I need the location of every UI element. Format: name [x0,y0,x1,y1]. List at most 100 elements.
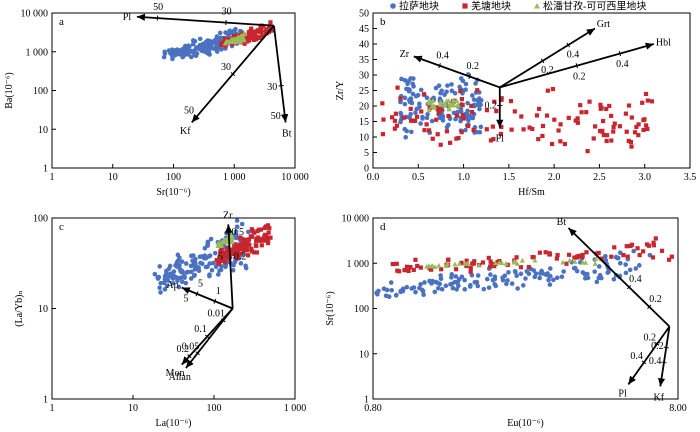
data-point-lhasa [478,102,483,108]
data-point-lhasa [433,279,439,285]
data-point-lhasa [481,286,487,292]
panel-label: a [59,16,64,28]
data-point-lhasa [450,285,456,291]
vector-tick [282,113,288,116]
data-point-qiangtang [409,118,414,123]
data-point-qiangtang [253,238,259,243]
data-point-qiangtang [492,99,497,104]
data-point-songpan [448,102,454,108]
data-point-qiangtang [221,250,226,255]
data-point-lhasa [176,284,182,290]
data-point-qiangtang [469,109,475,115]
data-point-lhasa [161,54,167,60]
data-point-qiangtang [484,127,489,132]
data-point-lhasa [198,260,203,266]
data-point-qiangtang [519,114,524,119]
data-point-lhasa [505,278,510,283]
data-point-qiangtang [518,265,524,270]
data-point-lhasa [152,271,158,277]
data-point-lhasa [231,28,237,34]
vector-tick [661,361,667,364]
data-point-lhasa [442,92,447,98]
data-point-qiangtang [459,130,464,135]
vector-label: Pl [496,134,505,145]
data-point-lhasa [471,97,477,102]
data-point-lhasa [205,243,211,248]
data-point-qiangtang [453,267,459,272]
y-axis-label: Ba(10⁻⁶) [4,72,15,109]
data-point-qiangtang [245,248,250,253]
data-point-songpan [455,102,461,107]
vector-label: Bt [282,128,292,139]
data-point-qiangtang [238,251,243,256]
legend-marker [390,3,396,9]
data-point-lhasa [596,264,602,269]
data-point-qiangtang [430,136,435,141]
data-point-qiangtang [245,253,251,258]
data-point-qiangtang [650,255,656,260]
data-point-qiangtang [653,236,658,241]
data-point-qiangtang [578,103,583,108]
data-point-qiangtang [418,265,424,270]
data-point-qiangtang [573,118,578,123]
data-point-qiangtang [547,252,552,257]
data-point-lhasa [176,51,182,57]
data-point-lhasa [226,32,231,38]
vector-scale-label: 0.05 [182,341,200,352]
data-point-lhasa [469,93,475,98]
data-point-qiangtang [576,253,581,258]
vector-scale-label: 0.2 [541,65,554,76]
x-tick-label: 0.80 [364,403,382,414]
data-point-qiangtang [258,25,263,30]
vector-scale-label: 0.2 [485,101,498,112]
data-point-qiangtang [566,115,571,120]
vector-scale-label: 50 [153,2,163,13]
data-point-songpan [503,260,509,266]
data-point-lhasa [475,283,481,289]
data-point-lhasa [437,281,443,287]
data-point-qiangtang [242,237,247,242]
data-point-lhasa [217,268,222,273]
data-point-lhasa [506,270,511,275]
data-point-lhasa [523,276,528,281]
y-tick-label: 10 000 [342,214,370,225]
data-point-qiangtang [549,141,555,147]
data-point-qiangtang [436,110,441,115]
data-point-qiangtang [634,124,639,130]
x-tick-label: 100 [207,403,222,414]
vector-tick [566,42,571,48]
data-point-lhasa [420,116,425,121]
data-point-lhasa [514,273,519,278]
data-point-qiangtang [490,124,495,129]
vector-arrowhead [496,119,504,128]
vector-arrowhead [136,13,146,21]
data-point-lhasa [402,77,408,83]
data-point-lhasa [178,275,184,280]
data-point-lhasa [192,38,198,44]
vector-tick [195,351,200,356]
data-point-qiangtang [438,142,443,147]
data-point-qiangtang [558,122,563,127]
data-point-lhasa [200,47,205,53]
data-point-lhasa [189,269,194,275]
data-point-qiangtang [643,91,649,97]
data-point-lhasa [424,95,430,101]
vector-tick [647,304,652,309]
data-point-songpan [438,101,444,107]
data-point-qiangtang [575,116,580,121]
data-point-qiangtang [543,250,548,255]
data-point-qiangtang [624,244,629,249]
data-point-lhasa [512,268,518,274]
x-tick-label: 1.0 [457,172,470,183]
data-point-lhasa [439,286,445,292]
data-point-lhasa [462,277,467,283]
data-point-qiangtang [444,129,450,134]
data-point-lhasa [518,271,524,277]
vector-scale-label: 0.4 [649,356,662,367]
data-point-qiangtang [394,123,400,128]
data-point-lhasa [157,285,162,291]
data-point-qiangtang [499,124,504,130]
data-point-qiangtang [261,235,267,240]
data-point-lhasa [393,293,399,298]
data-point-qiangtang [218,253,223,258]
